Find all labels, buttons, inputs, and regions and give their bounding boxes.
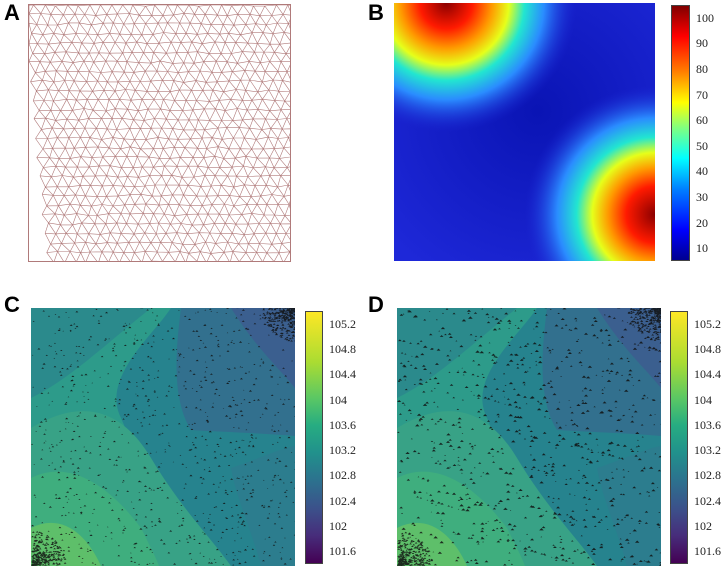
contour-band (597, 446, 661, 566)
colorbar-d (670, 311, 688, 564)
colorbar-tick: 104.8 (329, 341, 356, 356)
colorbar-tick: 104.4 (694, 367, 721, 382)
mesh-grid (29, 5, 290, 261)
colorbar-tick: 104.4 (329, 367, 356, 382)
colorbar-tick: 102.8 (694, 468, 721, 483)
contour-band (31, 522, 101, 566)
particle-dots (397, 308, 661, 566)
heatmap-d-field (397, 308, 661, 566)
colorbar-c (305, 311, 323, 564)
colorbar-tick: 60 (696, 113, 708, 128)
colorbar-tick: 102 (694, 519, 712, 534)
colorbar-tick: 104 (329, 392, 347, 407)
colorbar-tick: 30 (696, 190, 708, 204)
contour-band (231, 308, 295, 388)
colorbar-tick: 101.6 (329, 544, 356, 559)
colorbar-tick: 102.4 (329, 493, 356, 508)
colorbar-tick: 90 (696, 36, 708, 51)
panel-label-c: C (4, 292, 20, 317)
colorbar-tick: 70 (696, 87, 708, 102)
contour-band (597, 308, 661, 388)
contour-band (397, 308, 517, 398)
colorbar-tick: 101.6 (694, 544, 721, 559)
colorbar-tick: 104.8 (694, 341, 721, 356)
colorbar-tick: 20 (696, 215, 708, 230)
colorbar-tick: 102.4 (694, 493, 721, 508)
colorbar-tick: 105.2 (694, 316, 721, 331)
colorbar-tick: 10 (696, 241, 708, 256)
colorbar-tick: 80 (696, 62, 708, 76)
colorbar-tick: 104 (694, 392, 712, 407)
contour-band (397, 522, 467, 566)
mesh-edges (29, 5, 290, 261)
panel-label-d: D (368, 292, 384, 317)
mesh-plot (28, 4, 291, 262)
colorbar-tick: 102 (329, 519, 347, 534)
colorbar-tick: 40 (696, 164, 708, 179)
colorbar-b (671, 5, 690, 261)
colorbar-tick: 50 (696, 138, 708, 153)
heatmap-b (394, 3, 655, 261)
panel-label-a: A (4, 0, 20, 25)
heatmap-b-field (394, 3, 655, 261)
colorbar-tick: 103.2 (694, 443, 721, 458)
colorbar-tick: 103.6 (694, 417, 721, 432)
heatmap-d (397, 308, 661, 566)
colorbar-tick: 103.6 (329, 417, 356, 432)
colorbar-tick: 102.8 (329, 468, 356, 483)
heatmap-c (31, 308, 295, 566)
panel-label-b: B (368, 0, 384, 25)
hotspot-bottom-right (394, 3, 655, 261)
colorbar-tick: 100 (696, 10, 714, 25)
colorbar-tick: 103.2 (329, 443, 356, 458)
heatmap-c-field (31, 308, 295, 566)
colorbar-tick: 105.2 (329, 316, 356, 331)
